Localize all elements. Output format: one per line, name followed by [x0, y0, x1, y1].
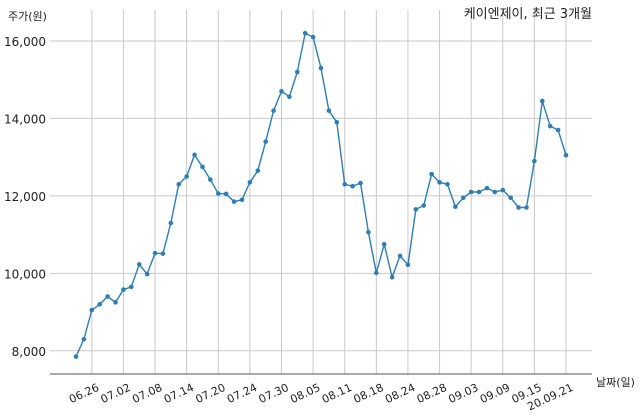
y-tick-label: 10,000	[4, 267, 46, 281]
data-point	[374, 270, 379, 276]
data-point	[563, 152, 569, 158]
data-point	[279, 89, 284, 94]
x-axis-label: 날짜(일)	[596, 375, 635, 389]
data-point	[524, 205, 529, 210]
y-tick-label: 14,000	[4, 112, 46, 126]
data-point	[326, 108, 332, 113]
x-tick-label: 08.18	[352, 381, 386, 406]
data-point	[508, 195, 513, 201]
data-point	[334, 119, 340, 125]
data-point	[500, 187, 506, 193]
data-point	[429, 171, 434, 177]
price-points	[73, 30, 569, 359]
data-point	[152, 250, 158, 256]
data-point	[247, 180, 253, 185]
data-point	[397, 253, 403, 259]
data-point	[421, 203, 427, 208]
x-tick-label: 07.08	[130, 381, 164, 406]
data-point	[318, 65, 324, 71]
y-tick-label: 12,000	[4, 190, 46, 204]
data-point	[73, 354, 79, 359]
x-tick-label: 09.03	[446, 381, 480, 406]
data-point	[484, 185, 490, 191]
data-point	[310, 34, 316, 40]
data-point	[215, 191, 221, 196]
data-point	[532, 158, 537, 164]
data-point	[271, 108, 276, 113]
x-tick-label: 08.11	[320, 381, 354, 406]
data-point	[208, 177, 213, 182]
data-point	[413, 207, 419, 212]
data-point	[223, 191, 229, 197]
price-line	[75, 32, 567, 357]
data-point	[231, 199, 237, 204]
x-tick-label: 08.28	[415, 381, 449, 406]
x-tick-label: 08.05	[288, 381, 322, 406]
data-point	[113, 300, 118, 305]
data-point	[89, 307, 95, 313]
x-tick-label: 06.26	[67, 381, 101, 406]
data-point	[547, 123, 553, 129]
data-point	[97, 301, 103, 307]
data-point	[437, 180, 442, 185]
data-point	[105, 294, 110, 299]
data-point	[200, 164, 205, 170]
data-point	[492, 189, 498, 195]
y-tick-labels: 8,000 10,000 12,000 14,000 16,000	[4, 35, 46, 359]
y-tick-label: 16,000	[4, 35, 46, 49]
data-point	[350, 183, 355, 189]
data-point	[239, 197, 245, 203]
data-point	[302, 30, 308, 36]
data-point	[405, 262, 411, 268]
data-point	[453, 204, 458, 210]
x-tick-label: 07.20	[193, 381, 227, 406]
data-point	[144, 271, 150, 277]
y-tick-label: 8,000	[12, 345, 46, 359]
data-point	[81, 336, 87, 342]
data-point	[445, 181, 450, 187]
x-tick-label: 09.09	[478, 381, 512, 406]
data-point	[468, 189, 474, 195]
data-point	[516, 205, 521, 210]
x-tick-label: 07.02	[99, 381, 133, 406]
data-point	[121, 287, 126, 292]
data-point	[381, 241, 387, 247]
data-point	[287, 94, 292, 100]
chart-title: 케이엔제이, 최근 3개월	[464, 7, 592, 22]
x-tick-labels: 06.2607.0207.0807.1407.2007.2407.3008.05…	[67, 381, 575, 413]
grid-lines	[50, 10, 592, 374]
data-point	[555, 127, 561, 133]
data-point	[358, 180, 363, 186]
data-point	[460, 195, 466, 201]
data-point	[192, 152, 197, 158]
data-point	[168, 220, 174, 226]
data-point	[129, 284, 134, 290]
data-point	[176, 181, 182, 187]
x-tick-label: 07.30	[257, 381, 291, 406]
y-axis-label: 주가(원)	[8, 10, 47, 23]
x-tick-label: 07.14	[162, 381, 196, 406]
data-point	[342, 181, 348, 187]
data-point	[539, 98, 545, 104]
data-point	[255, 168, 261, 174]
x-tick-label: 08.24	[383, 381, 417, 406]
data-point	[263, 139, 268, 144]
data-point	[294, 69, 300, 75]
data-point	[366, 229, 371, 235]
data-point	[136, 262, 142, 267]
data-point	[389, 274, 395, 280]
data-point	[184, 174, 189, 179]
x-tick-label: 07.24	[225, 381, 259, 406]
data-point	[160, 251, 166, 256]
data-point	[476, 189, 482, 195]
